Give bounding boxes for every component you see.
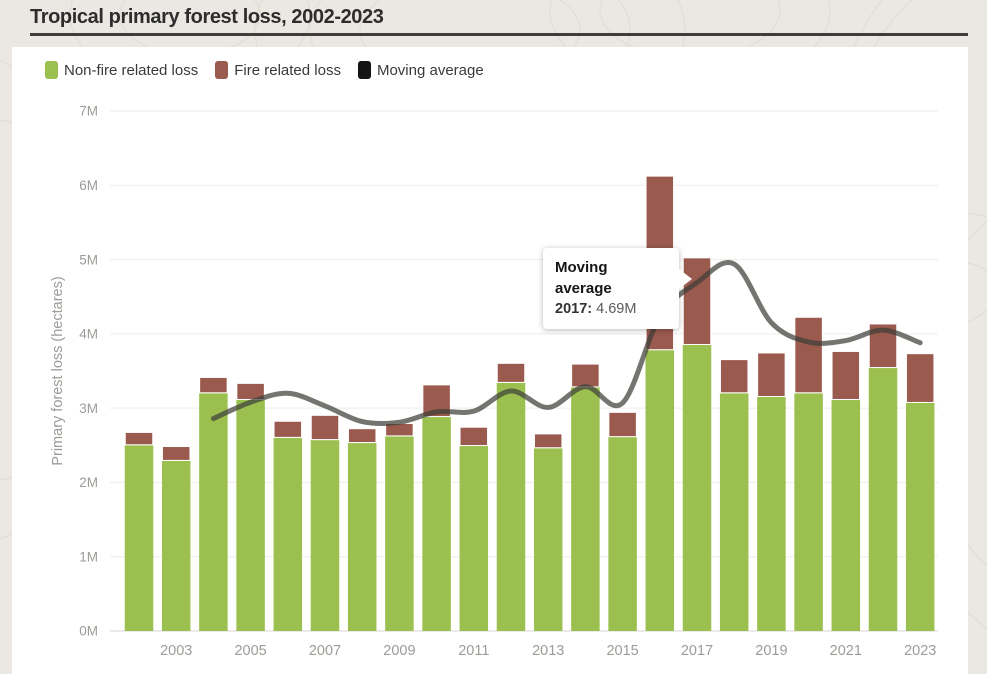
nonfire-swatch-icon: [45, 61, 58, 79]
legend-label-moving-average: Moving average: [376, 61, 484, 79]
y-tick-label-4M: 4M: [79, 327, 98, 342]
bar-2015-nonfire[interactable]: [608, 437, 637, 631]
bar-2007-fire[interactable]: [310, 414, 340, 441]
legend-item-moving-average[interactable]: Moving average: [357, 61, 484, 79]
bar-2002-nonfire[interactable]: [124, 445, 154, 631]
bar-2014-fire[interactable]: [571, 363, 600, 388]
y-tick-label-5M: 5M: [79, 252, 98, 267]
fire-swatch-icon: [215, 61, 229, 79]
x-tick-label-2015: 2015: [606, 643, 638, 659]
title-rule: [30, 33, 968, 36]
bar-2004-fire[interactable]: [199, 376, 228, 394]
page-header: Tropical primary forest loss, 2002-2023: [30, 6, 384, 29]
tooltip-value: 4.69M: [596, 301, 637, 317]
bar-2018-fire[interactable]: [719, 359, 749, 394]
tooltip-title: Moving average: [555, 259, 612, 297]
bar-2006-fire[interactable]: [273, 420, 303, 438]
y-tick-label-0M: 0M: [79, 624, 98, 639]
bar-2006-nonfire[interactable]: [273, 437, 303, 631]
x-tick-label-2007: 2007: [309, 643, 341, 659]
y-axis-title: Primary forest loss (hectares): [50, 276, 66, 465]
y-tick-label-6M: 6M: [79, 178, 98, 193]
bar-2008-fire[interactable]: [347, 428, 377, 444]
bar-2004-nonfire[interactable]: [199, 393, 228, 631]
bar-2021-fire[interactable]: [831, 350, 861, 400]
bar-2005-nonfire[interactable]: [236, 399, 265, 631]
y-tick-label-1M: 1M: [79, 549, 98, 564]
legend-item-fire[interactable]: Fire related loss: [215, 61, 341, 79]
x-tick-label-2005: 2005: [234, 643, 266, 659]
forest-loss-chart: 0M 1M 2M 3M 4M 5M 6M 7M Primary forest loss (hec…: [50, 104, 938, 659]
chart-panel: 0M 1M 2M 3M 4M 5M 6M 7M Primary forest loss (hec…: [12, 47, 968, 674]
page-title: Tropical primary forest loss, 2002-2023: [30, 6, 384, 28]
bar-2014-nonfire[interactable]: [571, 387, 600, 631]
moving-average-line[interactable]: [210, 260, 923, 427]
x-tick-label-2013: 2013: [532, 643, 564, 659]
bar-2011-fire[interactable]: [459, 426, 489, 447]
legend-item-nonfire[interactable]: Non-fire related loss: [45, 61, 198, 79]
bar-2003-fire[interactable]: [161, 446, 191, 461]
bar-2019-nonfire[interactable]: [757, 397, 786, 631]
bar-2008-nonfire[interactable]: [347, 443, 377, 631]
bar-2021-nonfire[interactable]: [831, 399, 861, 631]
bar-2007-nonfire[interactable]: [310, 440, 340, 631]
tooltip-arrow-icon: [679, 269, 692, 289]
tooltip-value-line: 2017: 4.69M: [555, 299, 667, 319]
tooltip-year: 2017:: [555, 301, 593, 317]
moving-average-swatch-icon: [357, 61, 371, 79]
bar-2005-fire[interactable]: [236, 382, 265, 400]
bar-2019-fire[interactable]: [757, 352, 786, 397]
bar-2018-nonfire[interactable]: [719, 393, 749, 631]
bar-2017-nonfire[interactable]: [682, 345, 712, 631]
bar-2012-nonfire[interactable]: [496, 382, 526, 631]
bar-2015-fire[interactable]: [608, 411, 637, 438]
legend-label-nonfire: Non-fire related loss: [64, 61, 199, 79]
bar-2010-nonfire[interactable]: [422, 417, 451, 631]
moving-average-tooltip: Moving average 2017: 4.69M: [543, 248, 692, 330]
x-tick-label-2023: 2023: [904, 643, 936, 659]
chart-legend: Non-fire related loss Fire related loss …: [45, 61, 484, 79]
bar-2023-fire[interactable]: [905, 353, 935, 403]
x-tick-label-2021: 2021: [830, 643, 862, 659]
bar-2016-nonfire[interactable]: [645, 350, 675, 631]
x-tick-label-2003: 2003: [160, 643, 192, 659]
y-tick-label-2M: 2M: [79, 475, 98, 490]
bar-2011-nonfire[interactable]: [459, 446, 489, 631]
y-tick-label-7M: 7M: [79, 104, 98, 119]
bar-2003-nonfire[interactable]: [161, 460, 191, 631]
bar-2023-nonfire[interactable]: [905, 402, 935, 631]
bar-2009-nonfire[interactable]: [385, 436, 414, 631]
x-tick-label-2011: 2011: [458, 643, 489, 659]
bar-2022-nonfire[interactable]: [868, 368, 898, 631]
legend-label-fire: Fire related loss: [234, 61, 341, 79]
bar-2020-fire[interactable]: [794, 316, 823, 394]
bar-2013-fire[interactable]: [533, 433, 563, 449]
bar-2012-fire[interactable]: [496, 362, 526, 383]
x-tick-label-2017: 2017: [681, 643, 713, 659]
x-tick-label-2009: 2009: [383, 643, 415, 659]
x-tick-label-2019: 2019: [755, 643, 787, 659]
y-tick-label-3M: 3M: [79, 401, 98, 416]
bar-2020-nonfire[interactable]: [794, 393, 823, 631]
bar-2002-fire[interactable]: [124, 431, 154, 446]
bar-2013-nonfire[interactable]: [533, 448, 563, 631]
